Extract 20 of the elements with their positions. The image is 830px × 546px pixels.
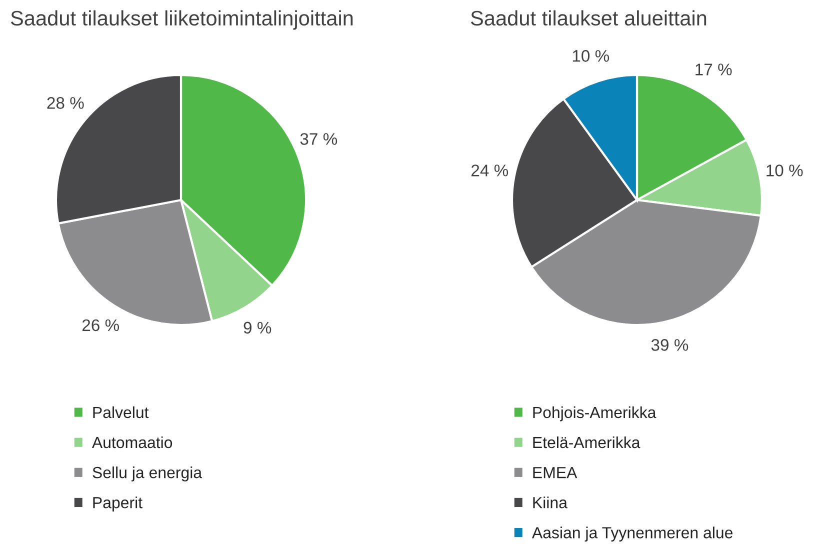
data-label: 24 % (472, 164, 508, 176)
chart-title: Saadut tilaukset alueittain (470, 10, 706, 26)
legend-label: Paperit (93, 496, 142, 512)
data-label: 28 % (47, 97, 84, 109)
legend-label: EMEA (533, 467, 578, 478)
data-label: 10 % (572, 50, 610, 62)
legend-label: Automaatio (92, 436, 172, 448)
data-label: 37 % (300, 133, 338, 145)
data-label: 39 % (651, 339, 688, 351)
legend-label: Pohjois-Amerikka (533, 406, 656, 422)
legend-label: Etelä-Amerikka (533, 436, 640, 448)
data-label: 10 % (766, 164, 803, 176)
data-label: 9 % (244, 322, 272, 334)
legend-label: Aasian ja Tyynenmeren alue (532, 526, 733, 542)
legend-label: Palvelut (93, 406, 149, 418)
legend-label: Kiina (533, 496, 568, 508)
legend-label: Sellu ja energia (92, 466, 202, 482)
data-label: 26 % (82, 319, 120, 332)
chart-title: Saadut tilaukset liiketoimintalinjoittain (10, 10, 353, 30)
data-label: 17 % (696, 64, 732, 76)
